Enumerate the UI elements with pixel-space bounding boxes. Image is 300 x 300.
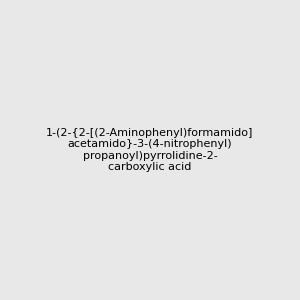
Text: 1-(2-{2-[(2-Aminophenyl)formamido]
acetamido}-3-(4-nitrophenyl)
propanoyl)pyrrol: 1-(2-{2-[(2-Aminophenyl)formamido] aceta… [46,128,254,172]
